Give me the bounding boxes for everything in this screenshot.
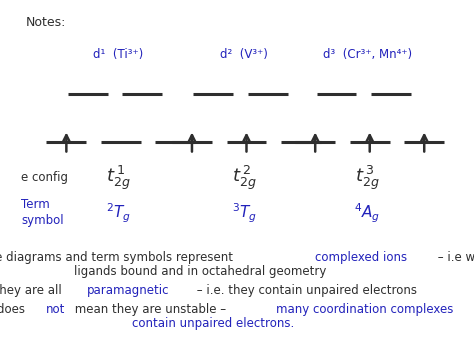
Text: d¹  (Ti³⁺): d¹ (Ti³⁺) xyxy=(93,48,144,61)
Text: d²  (V³⁺): d² (V³⁺) xyxy=(220,48,268,61)
Text: contain unpaired electrons.: contain unpaired electrons. xyxy=(132,317,294,330)
Text: not: not xyxy=(46,303,65,316)
Text: $^{4}A_{g}$: $^{4}A_{g}$ xyxy=(354,201,381,225)
Text: These diagrams and term symbols represent: These diagrams and term symbols represen… xyxy=(0,251,237,264)
Text: ligands bound and in octahedral geometry: ligands bound and in octahedral geometry xyxy=(74,265,327,278)
Text: This does: This does xyxy=(0,303,29,316)
Text: e config: e config xyxy=(21,171,68,184)
Text: $t_{2g}^{\,3}$: $t_{2g}^{\,3}$ xyxy=(355,163,380,192)
Text: many coordination complexes: many coordination complexes xyxy=(276,303,454,316)
Text: – i.e. they contain unpaired electrons: – i.e. they contain unpaired electrons xyxy=(193,284,417,297)
Text: symbol: symbol xyxy=(21,214,64,227)
Text: They are all: They are all xyxy=(0,284,65,297)
Text: $t_{2g}^{\,2}$: $t_{2g}^{\,2}$ xyxy=(232,163,256,192)
Text: $t_{2g}^{\,1}$: $t_{2g}^{\,1}$ xyxy=(106,163,131,192)
Text: $^{3}T_{g}$: $^{3}T_{g}$ xyxy=(232,201,256,225)
Text: Notes:: Notes: xyxy=(26,16,66,29)
Text: Term: Term xyxy=(21,198,50,211)
Text: d³  (Cr³⁺, Mn⁴⁺): d³ (Cr³⁺, Mn⁴⁺) xyxy=(323,48,412,61)
Text: – i.e with: – i.e with xyxy=(434,251,474,264)
Text: paramagnetic: paramagnetic xyxy=(87,284,169,297)
Text: $^{2}T_{g}$: $^{2}T_{g}$ xyxy=(106,201,131,225)
Text: mean they are unstable –: mean they are unstable – xyxy=(71,303,230,316)
Text: complexed ions: complexed ions xyxy=(315,251,407,264)
